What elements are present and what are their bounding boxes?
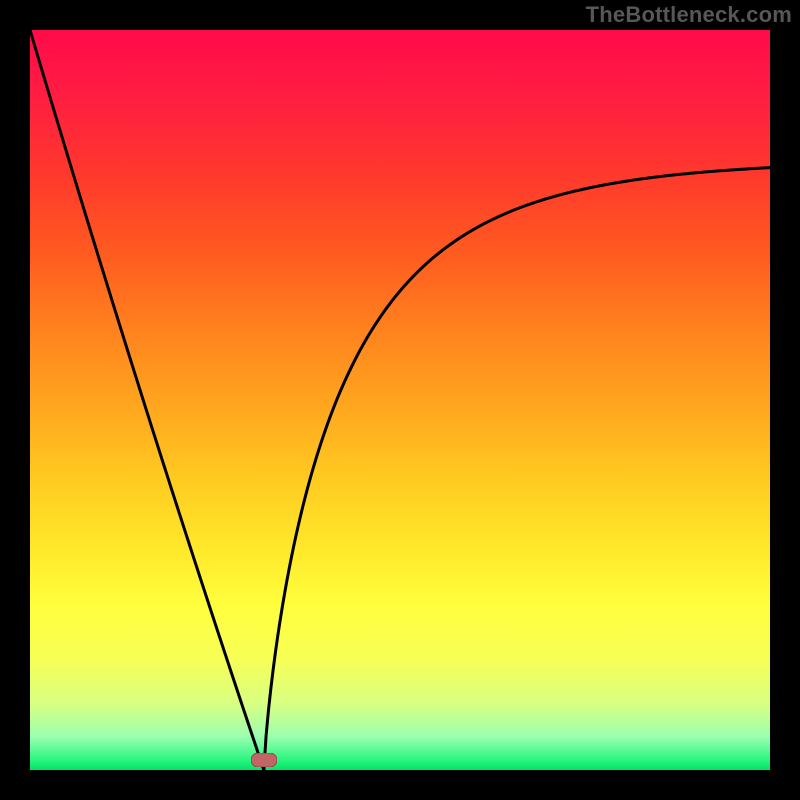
curve-path bbox=[30, 30, 770, 770]
minimum-marker bbox=[251, 753, 277, 767]
bottleneck-curve bbox=[30, 30, 770, 770]
watermark-text: TheBottleneck.com bbox=[586, 2, 792, 28]
chart-container: TheBottleneck.com bbox=[0, 0, 800, 800]
minimum-marker-shape bbox=[251, 753, 277, 767]
